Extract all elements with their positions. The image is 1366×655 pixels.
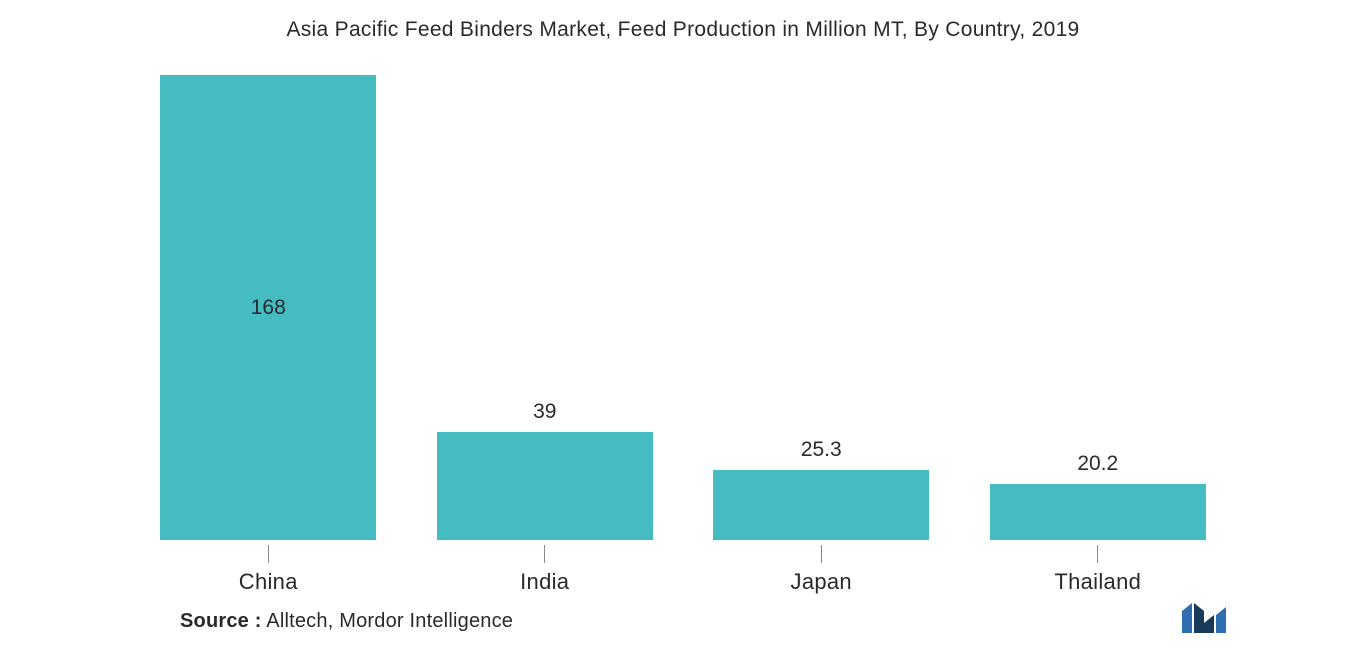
axis-tick — [1097, 545, 1098, 563]
bar: 39 — [437, 432, 653, 540]
mordor-logo-icon — [1180, 601, 1236, 637]
axis-label-group: China — [130, 545, 407, 595]
chart-plot-area: 168China39India25.3Japan20.2Thailand — [130, 75, 1236, 540]
chart-source: Source : Alltech, Mordor Intelligence — [180, 610, 513, 633]
category-label: Thailand — [1054, 569, 1141, 595]
bar: 25.3 — [713, 470, 929, 540]
bar-group: 25.3Japan — [683, 75, 960, 540]
axis-label-group: Thailand — [960, 545, 1237, 595]
bar-wrap: 25.3 — [683, 75, 960, 540]
chart-title: Asia Pacific Feed Binders Market, Feed P… — [0, 0, 1366, 42]
axis-tick — [544, 545, 545, 563]
bar: 168 — [160, 75, 376, 540]
bar-value-label: 39 — [533, 400, 556, 424]
axis-label-group: Japan — [683, 545, 960, 595]
bar-value-label: 25.3 — [801, 438, 842, 462]
category-label: China — [239, 569, 298, 595]
category-label: Japan — [791, 569, 852, 595]
bar-wrap: 20.2 — [960, 75, 1237, 540]
bar-wrap: 39 — [407, 75, 684, 540]
bar-group: 20.2Thailand — [960, 75, 1237, 540]
bar-value-label: 20.2 — [1077, 452, 1118, 476]
bar: 20.2 — [990, 484, 1206, 540]
source-text: Alltech, Mordor Intelligence — [262, 610, 513, 632]
axis-label-group: India — [407, 545, 684, 595]
bar-wrap: 168 — [130, 75, 407, 540]
bar-group: 39India — [407, 75, 684, 540]
bar-value-label: 168 — [251, 296, 286, 320]
axis-tick — [268, 545, 269, 563]
axis-tick — [821, 545, 822, 563]
category-label: India — [520, 569, 569, 595]
source-label: Source : — [180, 610, 262, 632]
bar-group: 168China — [130, 75, 407, 540]
